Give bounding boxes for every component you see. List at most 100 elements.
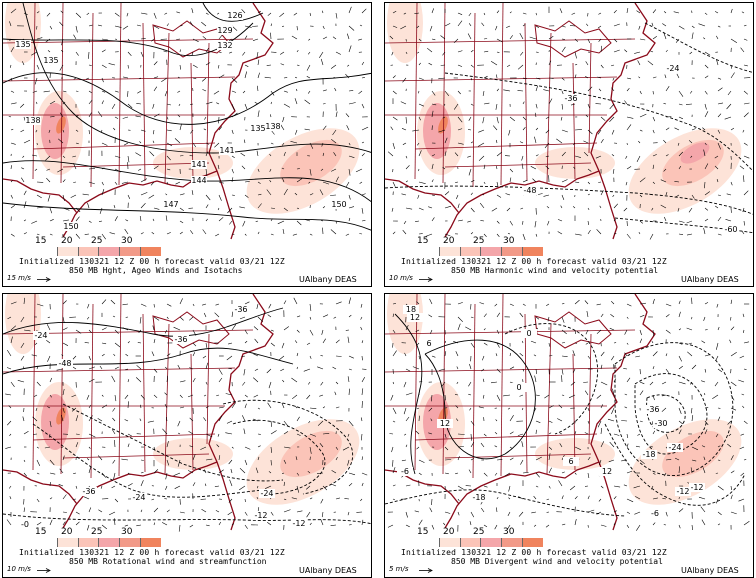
- isotach-shading: [41, 394, 69, 450]
- panel-title: 850 MB Harmonic wind and velocity potent…: [451, 266, 659, 275]
- contour-line: [604, 423, 746, 506]
- contour-label: 150: [331, 200, 346, 209]
- contour-line: [232, 419, 326, 495]
- colorbar-swatch: [438, 247, 460, 256]
- colorbar-swatch: [56, 247, 78, 256]
- contour-label: 18: [406, 305, 416, 314]
- state-border: [62, 162, 210, 168]
- scale-arrow-icon: [419, 277, 433, 282]
- contour-line: [3, 72, 371, 125]
- colorbar-swatch: [419, 247, 439, 256]
- state-border: [572, 62, 576, 180]
- contour-label-bg: [563, 457, 579, 466]
- state-border: [588, 333, 592, 445]
- panel-divergent-wind: 18 12 6 0 0 12 -12 -36 -30 -24 -18 -12 -6 -18 12 -6 6 15…: [384, 293, 754, 578]
- credit: UAlbany DEAS: [681, 566, 739, 575]
- contour-line: [504, 323, 599, 435]
- contour-label: -18: [642, 450, 655, 459]
- isotach-shading: [5, 3, 41, 63]
- contour-label-bg: [641, 450, 657, 459]
- contour-label: -24: [666, 64, 679, 73]
- colorbar-swatch: [419, 538, 439, 547]
- colorbar-tick: 25: [473, 236, 485, 246]
- weather-map: -24 -36 -48 -60: [385, 3, 753, 241]
- contour-label-bg: [173, 335, 189, 344]
- contour-label-bg: [17, 520, 33, 529]
- contour-line: [634, 373, 708, 455]
- init-text: Initialized 130321 12 Z 00 h forecast va…: [19, 257, 285, 266]
- contour-label-bg: [250, 124, 266, 133]
- contour-label-bg: [191, 176, 207, 185]
- state-border: [385, 76, 618, 82]
- contour-label: 138: [265, 122, 280, 131]
- contour-label-bg: [227, 11, 243, 20]
- contour-label-bg: [217, 26, 233, 35]
- contour-label: 6: [426, 339, 431, 348]
- contour-line: [22, 3, 371, 154]
- contour-line: [62, 403, 284, 482]
- contour-label: 135: [15, 40, 30, 49]
- colorbar-tick: 15: [35, 527, 47, 537]
- contour-label-bg: [645, 405, 661, 414]
- coastline: [444, 170, 600, 238]
- colorbar-tick: 20: [443, 236, 455, 246]
- contour-label-bg: [233, 305, 249, 314]
- init-text: Initialized 130321 12 Z 00 h forecast va…: [19, 548, 285, 557]
- contour-label-bg: [407, 313, 423, 322]
- colorbar-swatch: [119, 247, 141, 256]
- contour-label-bg: [421, 339, 437, 348]
- isotach-shading: [56, 407, 66, 425]
- state-border: [414, 294, 418, 471]
- contour-line: [32, 423, 264, 498]
- contour-lines: [385, 313, 746, 517]
- isotach-shading: [680, 142, 710, 164]
- contour-label: -36: [234, 305, 247, 314]
- state-border: [414, 433, 598, 441]
- contour-label-bg: [219, 146, 235, 155]
- contour-lines: [3, 307, 371, 525]
- colorbar-tick: 25: [91, 236, 103, 246]
- state-border: [142, 313, 146, 473]
- contour-label-bg: [63, 222, 79, 231]
- contour-label-bg: [397, 467, 413, 476]
- panel-title: 850 MB Hght, Ageo Winds and Isotachs: [69, 266, 243, 275]
- state-border: [385, 367, 618, 373]
- state-border: [3, 76, 236, 82]
- state-border: [500, 294, 504, 477]
- contour-label-bg: [675, 487, 691, 496]
- state-border: [3, 367, 236, 373]
- isotach-shading: [280, 430, 342, 478]
- colorbar-tick: 30: [503, 236, 515, 246]
- state-border: [385, 38, 636, 44]
- state-border: [524, 313, 528, 473]
- weather-map: -36 -24 -48 -36 -36 -24 -24 -12 -12 -0: [3, 294, 371, 532]
- contour-line: [202, 3, 264, 22]
- state-border: [414, 142, 598, 150]
- contour-label: -36: [174, 335, 187, 344]
- colorbar-tick: 15: [417, 527, 429, 537]
- contour-label-bg: [667, 443, 683, 452]
- state-border: [572, 353, 576, 471]
- contour-label: 141: [219, 146, 234, 155]
- wind-vectors: [387, 6, 751, 241]
- colorbar-swatch: [501, 538, 523, 547]
- state-border: [190, 353, 194, 471]
- contour-line: [614, 217, 753, 234]
- state-border: [62, 453, 210, 459]
- contour-label-bg: [723, 225, 739, 234]
- state-border: [444, 162, 592, 168]
- state-border: [32, 294, 36, 471]
- colorbar-swatch: [438, 538, 460, 547]
- state-border: [414, 3, 418, 180]
- contour-label-bg: [163, 200, 179, 209]
- contour-label: 138: [25, 116, 40, 125]
- contour-label-bg: [291, 519, 307, 528]
- isotach-shading: [56, 116, 66, 134]
- contour-label: -24: [34, 331, 47, 340]
- colorbar-swatch: [459, 247, 481, 256]
- state-border: [206, 333, 210, 445]
- contour-label-bg: [191, 160, 207, 169]
- great-lakes: [534, 20, 612, 58]
- contour-label: 129: [217, 26, 232, 35]
- panel-harmonic-wind: -24 -36 -48 -60 15 20 25 30 Initialized 130…: [384, 2, 754, 287]
